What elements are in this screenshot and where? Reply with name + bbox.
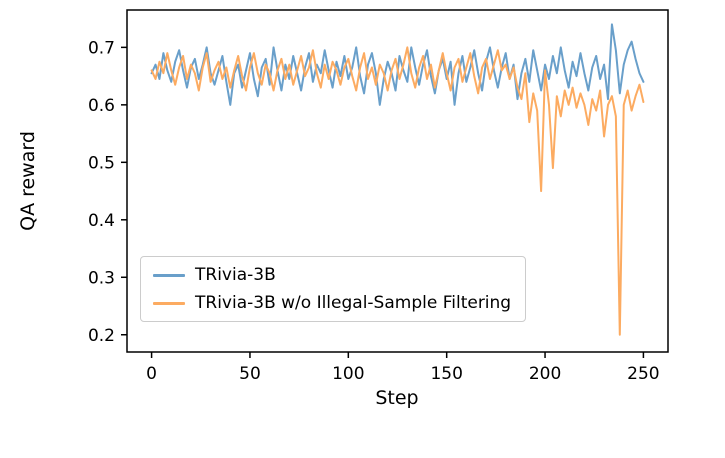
series-layer <box>150 23 645 336</box>
y-tick-label: 0.2 <box>88 326 115 346</box>
x-axis-label: Step <box>375 387 418 409</box>
tick-layer: 0 50 100 150 200 250 0.2 0.3 0.4 0.5 0.6 0.7 <box>88 38 660 384</box>
legend-item-trivia-3b-wo-filtering: TRivia-3B w/o Illegal-Sample Filtering <box>153 292 512 313</box>
y-tick-label: 0.7 <box>88 38 115 58</box>
axes-layer <box>126 9 669 353</box>
x-tick-label: 100 <box>332 364 364 384</box>
y-tick-label: 0.3 <box>88 268 115 288</box>
x-tick-label: 250 <box>627 364 659 384</box>
legend-label-trivia-3b: TRivia-3B <box>195 265 276 285</box>
legend-item-trivia-3b: TRivia-3B <box>153 266 511 285</box>
x-tick-label: 150 <box>430 364 462 384</box>
y-tick-label: 0.6 <box>88 96 115 116</box>
y-tick-label: 0.5 <box>88 153 115 173</box>
x-tick-label: 50 <box>239 364 261 384</box>
series-line-1 <box>150 46 645 336</box>
y-axis-label: QA reward <box>17 131 39 231</box>
legend-line-swatch-blue <box>153 273 185 277</box>
legend-line-swatch-orange <box>153 301 185 305</box>
legend-label-trivia-3b-wo-filtering: TRivia-3B w/o Illegal-Sample Filtering <box>195 292 512 313</box>
chart-legend: TRivia-3B TRivia-3B w/o Illegal-Sample F… <box>140 256 527 323</box>
y-tick-label: 0.4 <box>88 211 115 231</box>
x-tick-label: 200 <box>529 364 561 384</box>
x-tick-label: 0 <box>146 364 157 384</box>
